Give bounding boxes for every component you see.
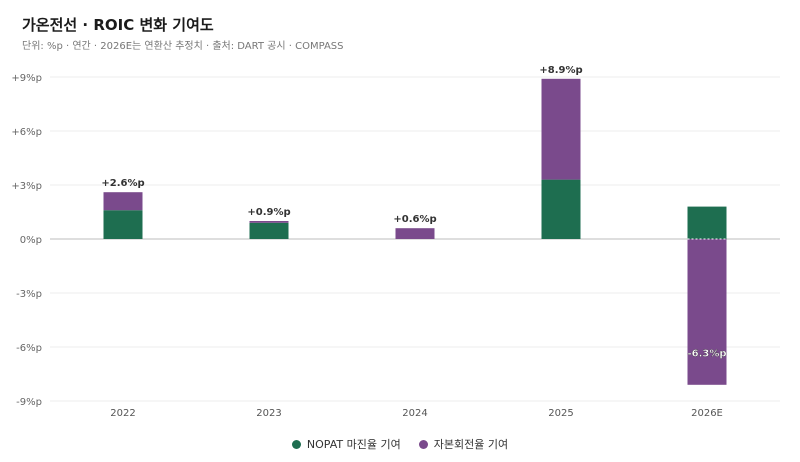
bar-segment-capital (395, 228, 435, 239)
legend-swatch-capital (418, 439, 428, 449)
bar-segment-capital (249, 221, 289, 223)
y-tick-label: -3%p (16, 289, 42, 300)
x-tick-label: 2022 (110, 408, 135, 419)
legend-label-nopat: NOPAT 마진율 기여 (306, 438, 401, 451)
bar-segment-nopat (103, 210, 143, 239)
chart-legend: NOPAT 마진율 기여 자본회전율 기여 (0, 436, 800, 452)
x-tick-label: 2026E (691, 408, 723, 419)
bar-segment-nopat (541, 179, 581, 239)
y-tick-label: -6%p (16, 343, 42, 354)
total-label: -6.3%p (687, 348, 726, 359)
y-tick-label: +6%p (11, 127, 42, 138)
x-tick-label: 2024 (402, 408, 427, 419)
legend-item-nopat[interactable]: NOPAT 마진율 기여 (291, 436, 401, 452)
y-tick-label: 0%p (20, 235, 42, 246)
total-label: +8.9%p (539, 65, 582, 76)
y-tick-label: +3%p (11, 181, 42, 192)
total-label: +0.6%p (393, 214, 436, 225)
bar-segment-nopat (687, 206, 727, 239)
chart-subtitle: 단위: %p · 연간 · 2026E는 연환산 추정치 · 출처: DART … (22, 41, 344, 52)
legend-label-capital: 자본회전율 기여 (433, 438, 509, 451)
legend-swatch-nopat (291, 439, 301, 449)
bar-segment-capital (103, 192, 143, 211)
bar-segment-capital (541, 78, 581, 180)
x-tick-label: 2025 (548, 408, 573, 419)
y-tick-label: +9%p (11, 73, 42, 84)
bar-segment-nopat (249, 222, 289, 239)
total-label: +0.9%p (247, 207, 290, 218)
bar-segment-capital (687, 239, 727, 385)
total-label: +2.6%p (101, 178, 144, 189)
legend-item-capital[interactable]: 자본회전율 기여 (418, 436, 509, 452)
x-tick-label: 2023 (256, 408, 281, 419)
y-tick-label: -9%p (16, 397, 42, 408)
chart-title: 가온전선 · ROIC 변화 기여도 (22, 16, 214, 34)
